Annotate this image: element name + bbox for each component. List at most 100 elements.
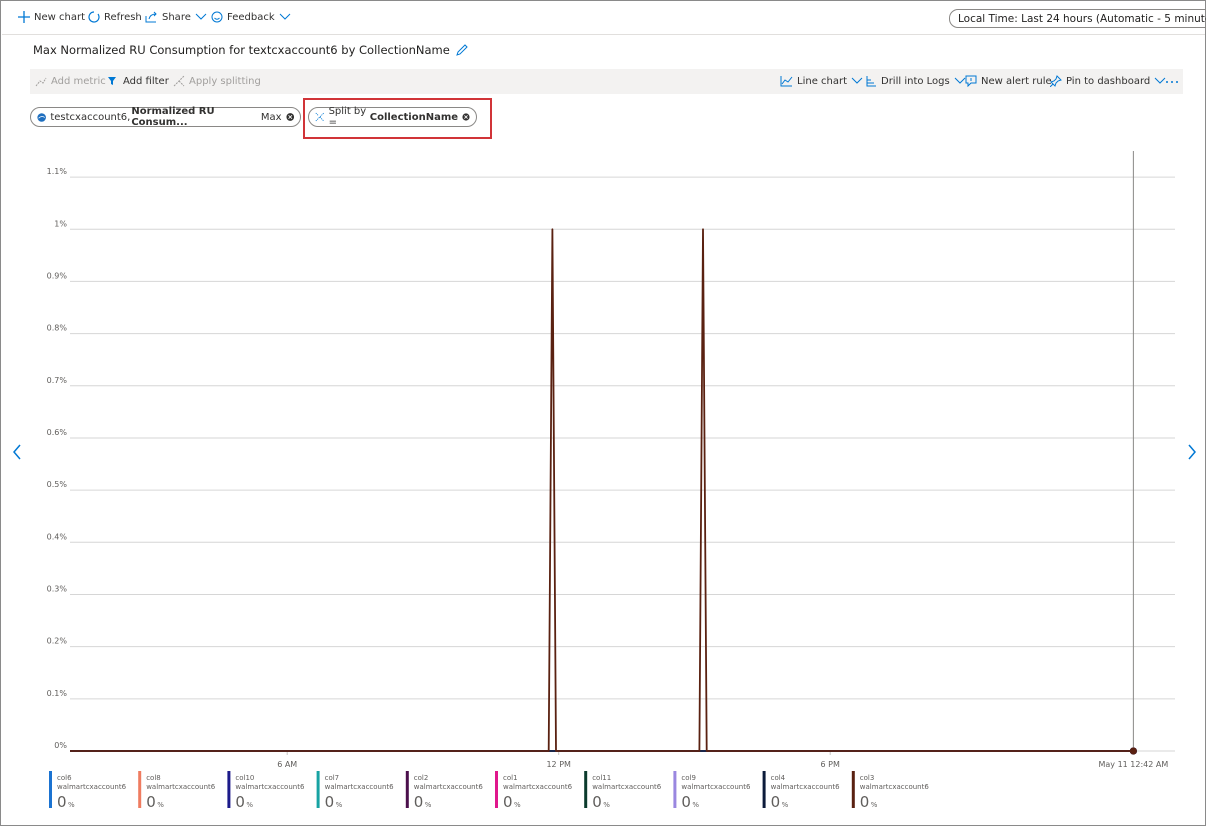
next-arrow[interactable] (1188, 444, 1196, 460)
legend-account: walmartcxaccount6 (146, 783, 216, 791)
previous-arrow[interactable] (13, 444, 21, 460)
legend-value: 0 (503, 793, 513, 811)
legend-account: walmartcxaccount6 (860, 783, 930, 791)
highlight-box (303, 98, 492, 139)
feedback-button[interactable]: Feedback (211, 11, 291, 23)
legend-value: 0 (235, 793, 245, 811)
label: Local Time: Last 24 hours (Automatic - 5… (958, 12, 1206, 25)
drill-into-logs-button[interactable]: Drill into Logs (865, 75, 966, 87)
y-tick-label: 0.1% (47, 689, 68, 698)
metric-pill[interactable]: testcxaccount6, Normalized RU Consum... … (30, 106, 301, 128)
legend-unit: % (782, 801, 789, 809)
label: Apply splitting (189, 75, 261, 87)
legend-name: col8 (146, 774, 161, 782)
refresh-button[interactable]: Refresh (88, 11, 142, 23)
legend-unit: % (68, 801, 75, 809)
legend-account: walmartcxaccount6 (235, 783, 305, 791)
legend-name: col11 (592, 774, 611, 782)
y-tick-label: 0.3% (47, 584, 68, 593)
split-value: CollectionName (369, 111, 459, 123)
y-tick-label: 1% (54, 219, 67, 228)
chart-title: Max Normalized RU Consumption for textcx… (33, 43, 468, 57)
legend-swatch (316, 771, 320, 808)
metric-aggregation: Max (260, 111, 282, 123)
legend-account: walmartcxaccount6 (325, 783, 395, 791)
legend-unit: % (871, 801, 878, 809)
y-tick-label: 0% (54, 741, 67, 750)
legend-account: walmartcxaccount6 (503, 783, 573, 791)
label: Pin to dashboard (1066, 75, 1151, 87)
label: Add metric (51, 75, 106, 87)
line-chart-button[interactable]: Line chart (780, 75, 863, 87)
series-line (70, 228, 1134, 752)
new-chart-button[interactable]: New chart (18, 11, 85, 23)
x-tick-label: 12 PM (546, 760, 571, 769)
legend-account: walmartcxaccount6 (681, 783, 751, 791)
metric-account: testcxaccount6, (50, 111, 131, 123)
share-button[interactable]: Share (145, 11, 207, 23)
y-tick-label: 0.4% (47, 532, 68, 541)
label: Feedback (227, 11, 275, 23)
legend-name: col3 (860, 774, 875, 782)
legend-value: 0 (146, 793, 156, 811)
y-tick-label: 1.1% (47, 167, 68, 176)
label: Drill into Logs (881, 75, 950, 87)
legend-unit: % (692, 801, 699, 809)
label: New chart (34, 11, 85, 23)
y-tick-label: 0.9% (47, 271, 68, 280)
more-button[interactable] (1165, 80, 1179, 84)
legend-unit: % (425, 801, 432, 809)
legend-swatch (138, 771, 142, 808)
time-range-button[interactable]: Local Time: Last 24 hours (Automatic - 5… (949, 9, 1206, 28)
legend-name: col10 (235, 774, 254, 782)
apply-splitting-button: Apply splitting (173, 75, 261, 87)
x-tick-label: 6 AM (277, 760, 297, 769)
cursor-point (1129, 747, 1137, 755)
legend-account: walmartcxaccount6 (592, 783, 662, 791)
legend-value: 0 (771, 793, 781, 811)
title-text: Max Normalized RU Consumption for textcx… (33, 43, 450, 57)
legend-name: col4 (771, 774, 786, 782)
legend-value: 0 (414, 793, 424, 811)
add-filter-button[interactable]: Add filter (107, 75, 169, 87)
y-tick-label: 0.8% (47, 324, 68, 333)
legend-name: col6 (57, 774, 72, 782)
edit-icon[interactable] (456, 44, 468, 56)
new-alert-rule-button[interactable]: New alert rule (965, 75, 1052, 87)
x-tick-label: 6 PM (821, 760, 840, 769)
split-pill[interactable]: Split by = CollectionName (308, 106, 477, 128)
metric-name: Normalized RU Consum... (131, 106, 215, 128)
legend-swatch (584, 771, 588, 808)
label: Share (162, 11, 191, 23)
label: Refresh (104, 11, 142, 23)
legend-name: col9 (681, 774, 696, 782)
legend-value: 0 (57, 793, 67, 811)
label: Line chart (797, 75, 848, 87)
legend-swatch (49, 771, 52, 808)
x-tick-label: May 11 12:42 AM (1098, 760, 1168, 769)
label: Add filter (123, 75, 169, 87)
legend-account: walmartcxaccount6 (57, 783, 127, 791)
legend-swatch (673, 771, 677, 808)
split-label: Split by = (328, 106, 367, 128)
add-metric-button: Add metric (35, 75, 106, 87)
pin-to-dashboard-button[interactable]: Pin to dashboard (1050, 75, 1166, 87)
legend-unit: % (336, 801, 343, 809)
legend-value: 0 (681, 793, 691, 811)
legend-unit: % (514, 801, 521, 809)
legend-name: col2 (414, 774, 429, 782)
legend-value: 0 (325, 793, 335, 811)
divider (2, 34, 1205, 35)
